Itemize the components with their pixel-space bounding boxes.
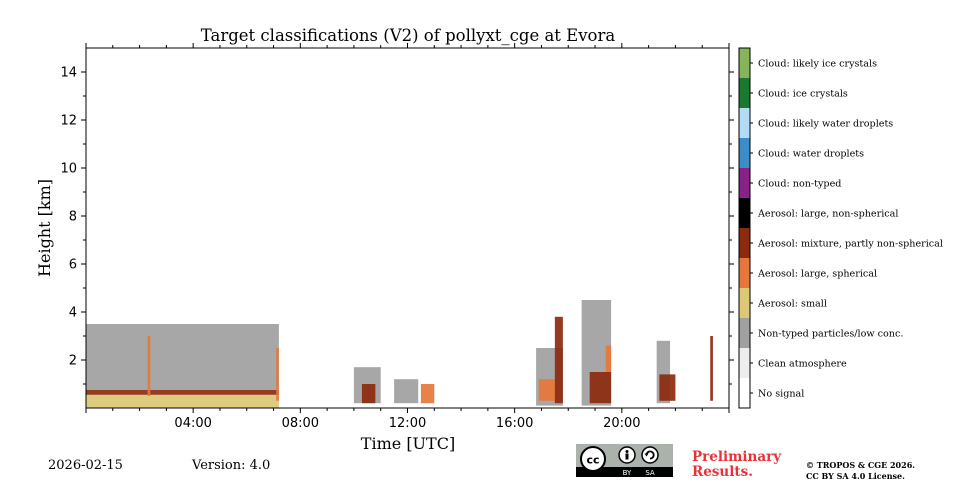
- sa-share-arrowhead: [644, 453, 649, 457]
- colorbar-swatch: [739, 378, 750, 408]
- preliminary-label: Preliminary Results.: [692, 450, 781, 480]
- version-text: Version: 4.0: [192, 458, 271, 473]
- colorbar-swatch: [739, 78, 750, 108]
- y-tick-label: 8: [69, 210, 77, 225]
- y-tick-label: 12: [60, 114, 77, 129]
- classification-region-2: [86, 324, 279, 390]
- colorbar-label: Cloud: likely water droplets: [758, 119, 893, 130]
- colorbar-swatch: [739, 108, 750, 138]
- axes-layer: 04:00 08:00 12:00 16:00 20:00 2 4 6 8 10 12 14: [60, 43, 734, 431]
- classification-region-13: [589, 372, 612, 404]
- by-person-body: [625, 453, 629, 460]
- colorbar-label: Cloud: likely ice crystals: [758, 59, 877, 70]
- y-axis-label: Height [km]: [35, 179, 54, 277]
- colorbar-swatch: [739, 138, 750, 168]
- classification-region-7: [394, 379, 419, 404]
- x-tick-label: 16:00: [496, 416, 533, 431]
- preliminary-line-2: Results.: [692, 464, 753, 480]
- badge-bottom-bar: [576, 467, 673, 477]
- y-tick-label: 10: [60, 162, 77, 177]
- classification-region-4: [276, 348, 279, 401]
- colorbar-swatch: [739, 168, 750, 198]
- plot-data-layer: [86, 300, 713, 408]
- colorbar-label: Non-typed particles/low conc.: [758, 329, 903, 340]
- colorbar-label: Aerosol: large, non-spherical: [757, 209, 898, 220]
- classification-region-14: [605, 345, 612, 372]
- chart-title: Target classifications (V2) of pollyxt_c…: [201, 26, 616, 45]
- x-axis-label: Time [UTC]: [361, 434, 455, 453]
- copyright-notice: © TROPOS & CGE 2026. CC BY SA 4.0 Licens…: [806, 460, 915, 482]
- by-label: BY: [623, 469, 632, 477]
- y-tick-label: 2: [69, 354, 77, 369]
- by-person-head: [625, 450, 629, 453]
- y-tick-label: 4: [69, 306, 77, 321]
- cc-icon: [580, 446, 606, 472]
- classification-region-16: [659, 374, 676, 401]
- colorbar-label: Aerosol: mixture, partly non-spherical: [757, 239, 943, 250]
- copyright-line-2: CC BY SA 4.0 License.: [806, 471, 905, 481]
- sa-label: SA: [645, 469, 655, 477]
- colorbar-label: Cloud: non-typed: [758, 179, 841, 190]
- date-text: 2026-02-15: [48, 458, 123, 473]
- classification-region-6: [361, 384, 376, 404]
- colorbar-label: Aerosol: large, spherical: [757, 269, 877, 280]
- classification-region-11: [554, 316, 563, 404]
- classification-region-3: [147, 336, 151, 396]
- classification-region-17: [710, 336, 713, 401]
- y-tick-label: 14: [60, 66, 77, 81]
- x-tick-label: 08:00: [282, 416, 319, 431]
- sa-share-arrow: [645, 450, 655, 460]
- colorbar-swatch: [739, 258, 750, 288]
- classification-region-8: [420, 384, 435, 404]
- cc-icon-text: cc: [586, 454, 599, 467]
- sa-share-icon: [641, 446, 659, 464]
- classification-region-0: [86, 394, 279, 408]
- copyright-line-1: © TROPOS & CGE 2026.: [806, 460, 916, 470]
- x-tick-label: 20:00: [603, 416, 640, 431]
- colorbar-label: Cloud: water droplets: [758, 149, 864, 160]
- classification-region-10: [538, 379, 558, 401]
- colorbar-swatch: [739, 198, 750, 228]
- colorbar-label: No signal: [758, 389, 804, 400]
- colorbar-label: Cloud: ice crystals: [758, 89, 848, 100]
- classification-region-1: [86, 390, 279, 395]
- colorbar-label: Aerosol: small: [757, 299, 827, 310]
- colorbar-label: Clean atmosphere: [758, 359, 847, 370]
- colorbar-swatch: [739, 318, 750, 348]
- colorbar-swatch: [739, 348, 750, 378]
- colorbar-swatch: [739, 288, 750, 318]
- x-tick-label: 04:00: [174, 416, 211, 431]
- colorbar-frame: [738, 47, 751, 409]
- y-tick-label: 6: [69, 258, 77, 273]
- colorbar-swatch: [739, 48, 750, 78]
- colorbar: No signal Clean atmosphere Non-typed parti…: [738, 47, 943, 409]
- colorbar-swatch: [739, 228, 750, 258]
- cc-license-badge: cc BY SA: [576, 444, 673, 477]
- x-tick-label: 12:00: [389, 416, 426, 431]
- preliminary-line-1: Preliminary: [692, 449, 782, 465]
